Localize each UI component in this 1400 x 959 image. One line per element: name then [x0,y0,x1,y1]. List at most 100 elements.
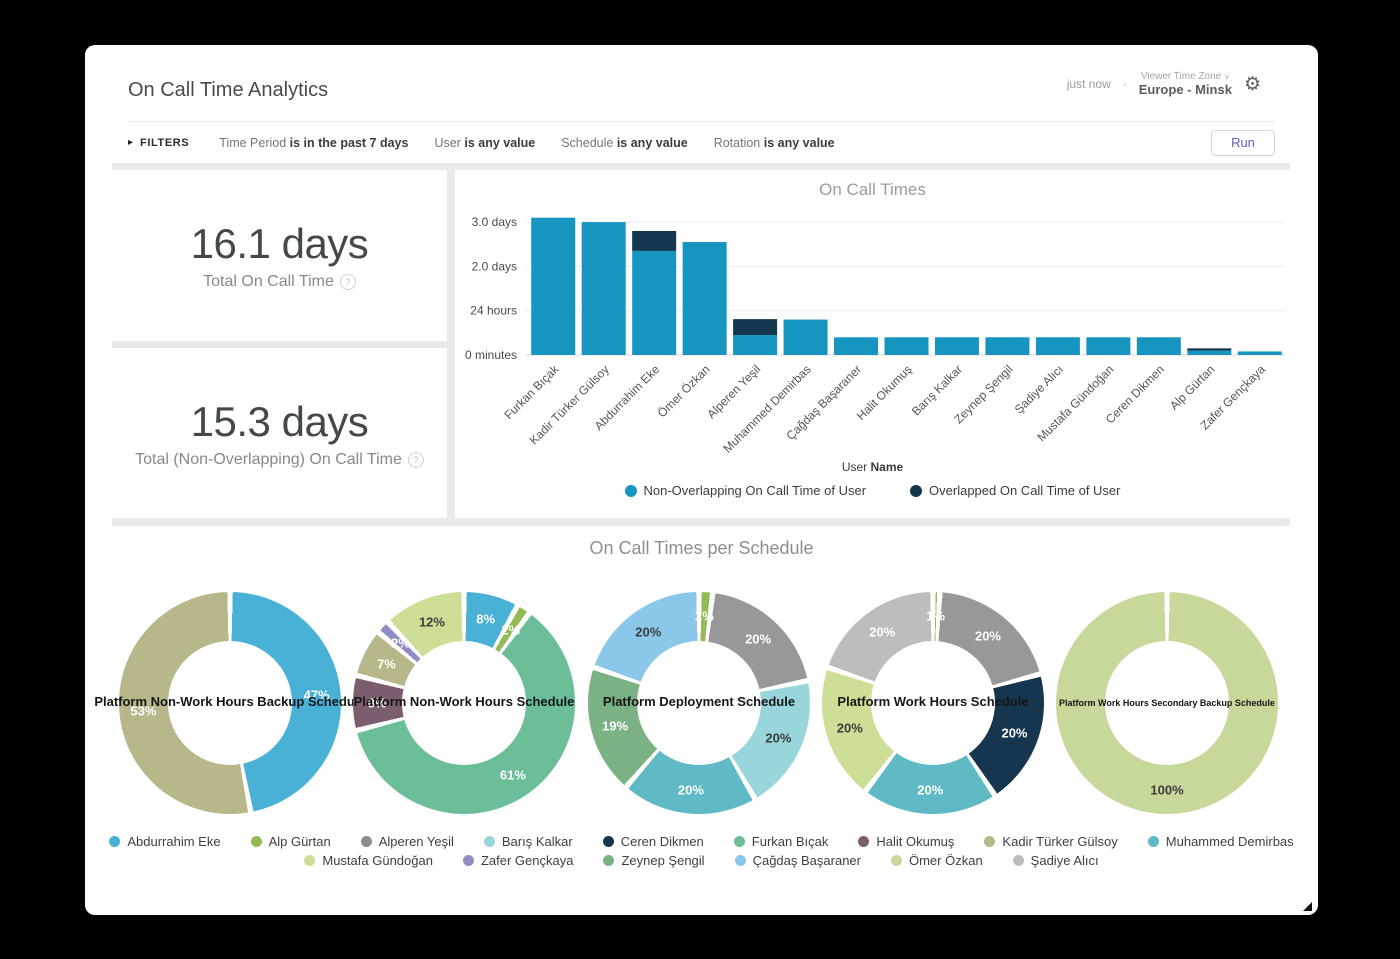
bar-segment-non-overlapping[interactable] [682,242,727,355]
legend-label: Non-Overlapping On Call Time of User [643,483,867,498]
donut-chart: 100% Platform Work Hours Secondary Backup… [1056,592,1278,814]
filter-field: Time Period [219,135,287,150]
people-legend-row: Abdurrahim Eke Alp Gürtan Alperen Yeşil Bar… [109,834,1294,849]
donut-hole [168,641,292,765]
bar-segment-non-overlapping[interactable] [1136,337,1181,355]
people-legend-item[interactable]: Furkan Bıçak [733,834,828,849]
people-legend-item[interactable]: Kadir Türker Gülsoy [984,834,1118,849]
people-legend-item[interactable]: Çağdaş Başaraner [734,853,861,868]
donut-chart: 2% 20% 20% 20% 19% 20% Platform Deployment Sch… [588,592,810,814]
legend-dot-icon [462,855,474,866]
filter-condition: is in the past 7 days [289,135,409,150]
legend-label: Mustafa Gündoğan [322,853,433,868]
legend-label: Alp Gürtan [268,834,331,849]
slice-percent-label: 20% [917,782,944,798]
legend-dot-icon [858,836,870,847]
bar-segment-overlapped[interactable] [632,230,677,251]
people-legend-item[interactable]: Zeynep Şengil [603,853,705,868]
bar-legend-item[interactable]: Non-Overlapping On Call Time of User [624,483,867,498]
legend-dot-icon [984,836,996,847]
people-legend-item[interactable]: Şadiye Alıcı [1012,853,1099,868]
filter-rotation[interactable]: Rotation is any value [714,136,835,150]
people-legend-item[interactable]: Alp Gürtan [250,834,331,849]
schedule-section-title: On Call Times per Schedule [589,538,814,558]
slice-percent-label: 20% [745,631,772,647]
bar-segment-non-overlapping[interactable] [834,337,879,355]
y-tick-label: 2.0 days [472,259,517,273]
people-legend-item[interactable]: Ceren Dikmen [602,834,704,849]
bar-segment-non-overlapping[interactable] [783,319,828,355]
slice-percent-label: 20% [677,782,704,798]
bar-segment-non-overlapping[interactable] [733,335,778,355]
legend-label: Halit Okumuş [876,834,955,849]
people-legend-item[interactable]: Barış Kalkar [483,834,573,849]
slice-percent-label: 20% [765,730,792,746]
people-legend-item[interactable]: Ömer Özkan [890,853,983,868]
resize-handle[interactable] [1303,902,1312,911]
people-legend-item[interactable]: Zafer Gençkaya [462,853,573,868]
filter-schedule[interactable]: Schedule is any value [561,136,687,150]
bar-segment-non-overlapping[interactable] [1035,337,1080,355]
slice-percent-label: 2% [695,608,714,624]
chevron-down-icon: ∨ [1224,72,1230,81]
legend-dot-icon [483,836,495,847]
legend-dot-icon [360,836,372,847]
metric-label: Total (Non-Overlapping) On Call Time? [135,451,424,469]
people-legend-item[interactable]: Halit Okumuş [858,834,954,849]
bar-segment-overlapped[interactable] [733,319,778,336]
filter-condition: is any value [464,135,536,150]
legend-dot-icon [734,855,746,866]
donut-hole [1105,641,1229,765]
filter-field: Rotation [713,135,761,150]
y-tick-label: 3.0 days [472,215,517,229]
bar-segment-non-overlapping[interactable] [1237,351,1282,355]
legend-label: Barış Kalkar [501,834,573,849]
filter-field: Schedule [561,135,614,150]
bar-segment-non-overlapping[interactable] [1187,350,1232,355]
donut-hole [637,641,761,765]
bar-chart-legend: Non-Overlapping On Call Time of User Over… [455,483,1290,498]
donut-title: Platform Deployment Schedule [602,694,796,709]
metric-tile-total-non-overlapping-on-call-time: 15.3 days Total (Non-Overlapping) On Cal… [112,348,447,518]
slice-percent-label: 8% [367,695,387,711]
legend-label: Alperen Yeşil [378,834,454,849]
bar-legend-item[interactable]: Overlapped On Call Time of User [910,483,1121,498]
bar-segment-non-overlapping[interactable] [884,337,929,355]
filters-bar: ▸ FILTERS Time Period is in the past 7 d… [128,122,1275,163]
bar-segment-non-overlapping[interactable] [934,337,979,355]
filters-toggle[interactable]: ▸ FILTERS [128,137,189,149]
timezone-selector[interactable]: Viewer Time Zone ∨ Europe - Minsk [1139,71,1232,97]
bar-segment-non-overlapping[interactable] [531,217,576,355]
bar-chart-tile: On Call Times 3.0 days 2.0 days 24 hours 0 … [455,170,1290,518]
metric-label-text: Total (Non-Overlapping) On Call Time [135,450,402,468]
gear-icon[interactable]: ⚙ [1243,73,1261,95]
bar-chart-xaxis-label: User Name [455,460,1290,474]
donut-hole [402,641,526,765]
filter-time-period[interactable]: Time Period is in the past 7 days [219,136,408,150]
bar-segment-non-overlapping[interactable] [985,337,1030,355]
help-icon[interactable]: ? [339,274,356,290]
bar-segment-non-overlapping[interactable] [1086,337,1131,355]
legend-dot-icon [603,855,615,866]
people-legend-item[interactable]: Alperen Yeşil [360,834,454,849]
bar-segment-non-overlapping[interactable] [632,250,677,355]
bar-segment-overlapped[interactable] [1187,348,1232,351]
dashboard-card: On Call Time Analytics just now · Viewer… [85,45,1318,915]
donut-title: Platform Non-Work Hours Schedule [353,694,575,709]
filter-user[interactable]: User is any value [434,136,535,150]
legend-label: Ceren Dikmen [620,834,704,849]
people-legend-item[interactable]: Muhammed Demirbas [1147,834,1294,849]
legend-dot-icon [624,484,637,497]
slice-percent-label: 47% [303,687,330,703]
legend-label: Zeynep Şengil [621,853,705,868]
people-legend-item[interactable]: Abdurrahim Eke [109,834,221,849]
run-button[interactable]: Run [1211,129,1275,156]
metric-value: 16.1 days [190,220,369,267]
donut-title: Platform Work Hours Schedule [837,694,1029,709]
legend-label: Şadiye Alıcı [1030,853,1099,868]
y-tick-label: 0 minutes [465,348,517,362]
people-legend-item[interactable]: Mustafa Gündoğan [304,853,433,868]
bar-segment-non-overlapping[interactable] [581,222,626,355]
help-icon[interactable]: ? [407,451,424,468]
slice-percent-label: 19% [602,718,629,734]
